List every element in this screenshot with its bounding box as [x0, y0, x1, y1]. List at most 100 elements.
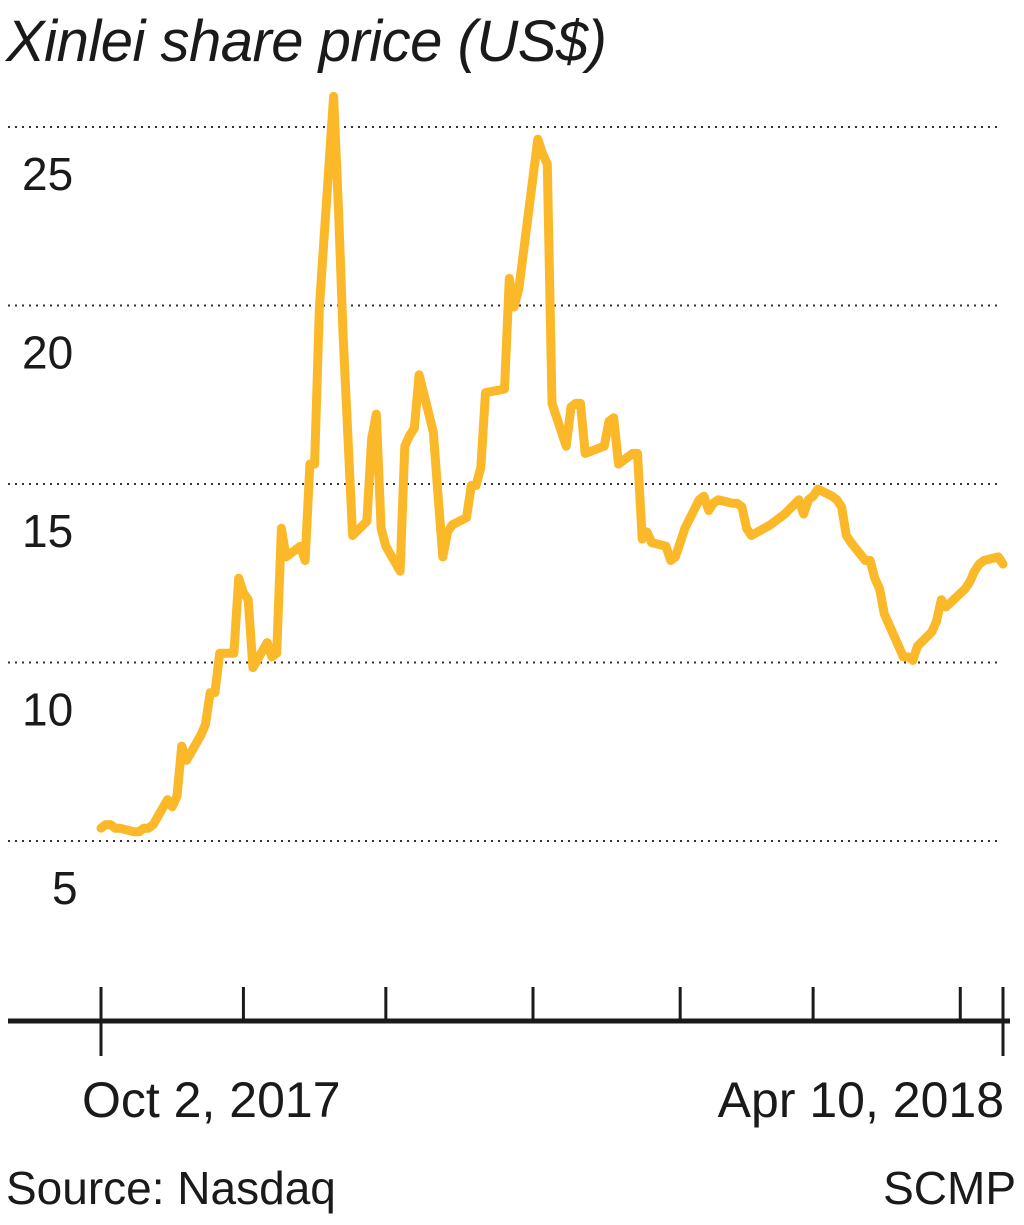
data-point	[209, 692, 211, 694]
data-point	[570, 406, 572, 408]
data-point	[138, 831, 140, 833]
data-point	[399, 570, 401, 572]
data-point	[233, 652, 235, 654]
data-point	[912, 659, 914, 661]
data-point	[380, 527, 382, 529]
data-point	[902, 656, 904, 658]
data-point	[204, 724, 206, 726]
data-point	[608, 420, 610, 422]
y-axis-tick-labels: 5 10 15 20 25	[22, 148, 78, 914]
data-point	[741, 506, 743, 508]
data-point	[266, 642, 268, 644]
data-point	[371, 438, 373, 440]
x-label-end: Apr 10, 2018	[718, 1072, 1004, 1128]
data-point	[413, 427, 415, 429]
data-point	[110, 824, 111, 826]
data-point	[143, 827, 145, 829]
data-point	[333, 95, 335, 97]
data-point	[318, 306, 320, 308]
data-point	[864, 560, 866, 561]
data-point	[148, 827, 149, 829]
data-point	[437, 495, 439, 497]
grid-lines	[8, 126, 1002, 842]
data-point	[314, 463, 316, 465]
data-point	[219, 652, 221, 654]
data-point	[769, 524, 771, 526]
data-point	[100, 827, 102, 829]
data-point	[940, 599, 942, 601]
x-axis-ticks	[99, 987, 1005, 1056]
data-point	[518, 288, 520, 290]
data-point	[252, 667, 254, 669]
data-point	[637, 452, 638, 454]
data-point	[309, 463, 311, 465]
data-point	[641, 538, 643, 540]
data-point	[869, 560, 871, 561]
data-point	[152, 824, 154, 826]
data-point	[342, 335, 344, 337]
data-point	[271, 656, 273, 658]
data-point	[945, 606, 947, 608]
data-point	[898, 645, 900, 647]
data-point	[285, 556, 287, 558]
data-point	[774, 520, 776, 522]
data-point	[418, 374, 420, 376]
data-point	[803, 513, 805, 515]
data-point	[551, 402, 553, 404]
data-point	[200, 734, 202, 736]
data-point	[708, 510, 710, 511]
chart-title: Xinlei share price (US$)	[6, 9, 607, 74]
data-point	[983, 560, 985, 561]
data-point	[375, 413, 377, 415]
series	[96, 91, 1008, 837]
data-point	[181, 745, 183, 747]
data-point	[409, 435, 411, 436]
data-point	[508, 277, 510, 279]
data-point	[845, 535, 847, 536]
data-point	[807, 499, 809, 501]
data-point	[712, 502, 714, 504]
data-point	[513, 306, 515, 308]
data-point	[504, 388, 505, 390]
data-point	[276, 652, 278, 654]
data-point	[247, 599, 249, 601]
data-point	[114, 827, 116, 829]
data-point	[817, 488, 819, 490]
data-point	[214, 692, 216, 694]
data-point	[280, 527, 282, 529]
data-point	[337, 206, 339, 208]
data-point	[665, 545, 667, 547]
data-point	[404, 445, 406, 447]
y-tick-label-5: 5	[52, 862, 78, 914]
data-point	[936, 620, 937, 622]
data-point	[546, 163, 548, 165]
data-point	[679, 542, 681, 544]
data-point	[447, 531, 449, 533]
data-point	[613, 417, 615, 419]
x-label-start: Oct 2, 2017	[82, 1072, 341, 1128]
data-point	[565, 445, 567, 447]
data-point	[366, 520, 368, 522]
data-point	[746, 527, 748, 529]
data-point	[836, 499, 838, 501]
data-point	[603, 445, 605, 447]
data-point	[133, 831, 135, 833]
data-point	[299, 545, 301, 547]
y-tick-label-15: 15	[22, 505, 73, 557]
data-point	[969, 581, 971, 583]
data-point	[670, 560, 672, 561]
data-point	[784, 513, 786, 515]
data-point	[717, 499, 719, 501]
data-point	[879, 588, 881, 590]
y-tick-label-10: 10	[22, 684, 73, 736]
data-point	[907, 656, 909, 658]
data-point	[238, 577, 240, 579]
data-point	[119, 827, 121, 829]
data-point	[575, 402, 577, 404]
data-point	[997, 556, 999, 558]
data-point	[167, 799, 168, 801]
data-point	[242, 592, 244, 594]
data-point	[703, 495, 705, 497]
data-point	[779, 517, 781, 519]
